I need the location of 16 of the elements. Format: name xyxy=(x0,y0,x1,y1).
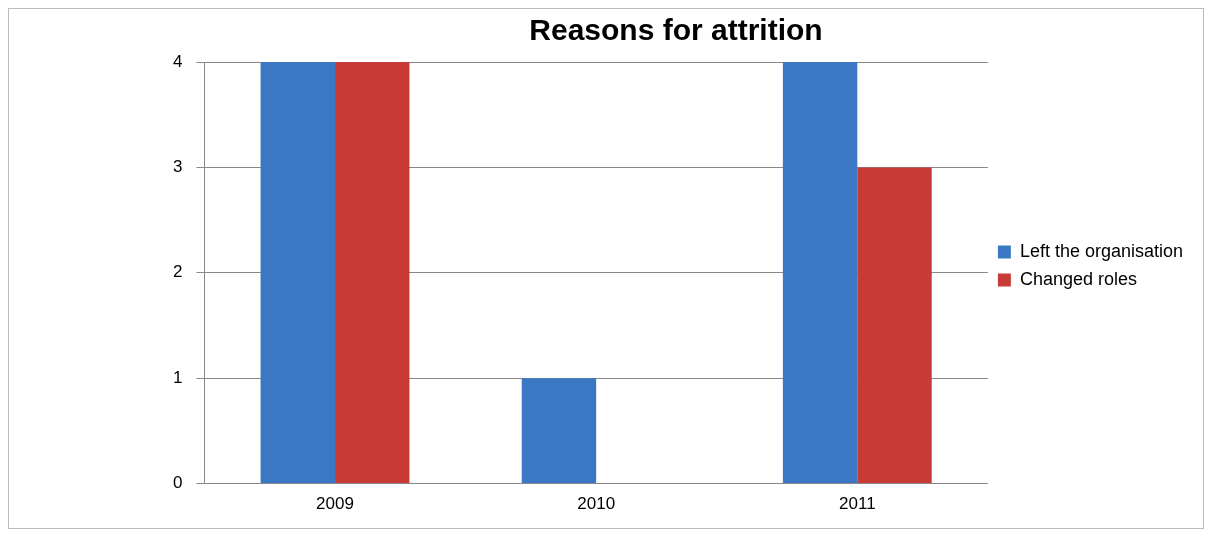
x-tick-label: 2010 xyxy=(577,494,616,514)
y-tick-label: 0 xyxy=(172,473,183,493)
bar xyxy=(335,62,410,484)
chart-title: Reasons for attrition xyxy=(529,13,823,47)
y-tick-label: 3 xyxy=(172,157,183,177)
y-tick-label: 1 xyxy=(172,367,183,387)
bar xyxy=(521,378,597,484)
legend-label: Changed roles xyxy=(1019,268,1137,289)
y-tick-label: 2 xyxy=(172,262,183,282)
bar xyxy=(782,62,858,484)
x-tick-label: 2009 xyxy=(316,494,354,514)
bar xyxy=(857,167,932,484)
x-tick-label: 2011 xyxy=(839,494,876,514)
bar xyxy=(260,62,336,484)
y-tick-label: 4 xyxy=(172,51,183,71)
legend-label: Left the organisation xyxy=(1019,240,1184,261)
